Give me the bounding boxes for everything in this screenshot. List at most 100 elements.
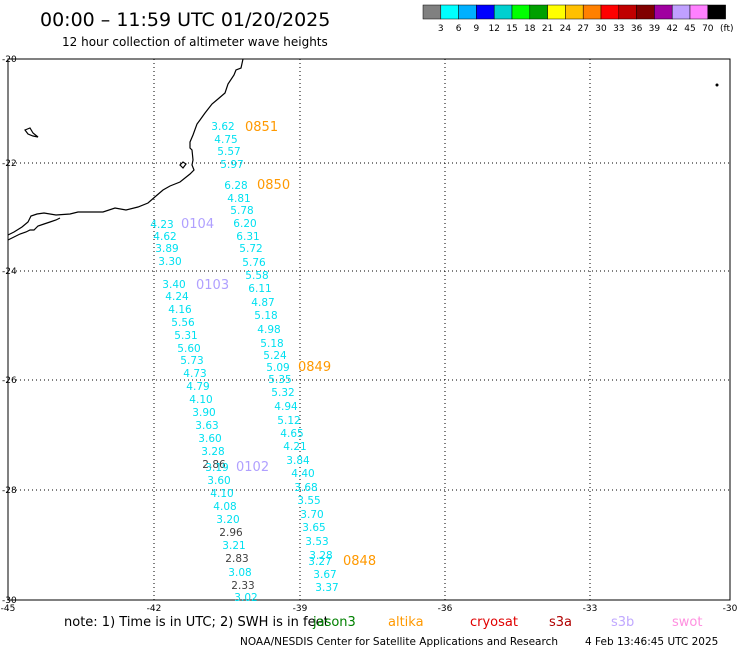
wave-height-value: 3.60 bbox=[207, 475, 230, 487]
wave-height-value: 3.70 bbox=[300, 509, 323, 521]
wave-height-value: 4.65 bbox=[280, 428, 303, 440]
wave-height-value: 3.89 bbox=[155, 243, 178, 255]
wave-height-value: 4.79 bbox=[186, 381, 209, 393]
wave-height-values: 3.624.755.575.97 6.284.815.786.206.315.72… bbox=[150, 121, 338, 604]
wave-height-value: 5.73 bbox=[180, 355, 203, 367]
wave-height-value: 3.65 bbox=[302, 522, 325, 534]
wave-height-value: 4.21 bbox=[283, 441, 306, 453]
legend-label: 3 bbox=[438, 24, 444, 34]
track-time-label: 0103 bbox=[196, 278, 229, 293]
wave-height-value: 5.72 bbox=[239, 243, 262, 255]
wave-height-value: 4.81 bbox=[227, 193, 250, 205]
latitude-label: -26 bbox=[2, 376, 17, 386]
legend-label: 36 bbox=[631, 24, 643, 34]
longitude-label: -42 bbox=[147, 604, 162, 614]
track-time-label: 0848 bbox=[343, 554, 376, 569]
map-subtitle: 12 hour collection of altimeter wave hei… bbox=[62, 35, 328, 49]
footer-credit: NOAA/NESDIS Center for Satellite Applica… bbox=[240, 636, 558, 648]
wave-height-value: 3.63 bbox=[195, 420, 218, 432]
wave-height-value: 5.31 bbox=[174, 330, 197, 342]
wave-height-value: 3.67 bbox=[313, 569, 336, 581]
longitude-label: -45 bbox=[1, 604, 16, 614]
wave-height-value: 3.60 bbox=[198, 433, 221, 445]
legend-swatch bbox=[493, 4, 513, 20]
wave-height-value: 3.27 bbox=[308, 556, 331, 568]
wave-height-value: 5.24 bbox=[263, 350, 287, 362]
wave-height-value: 3.40 bbox=[162, 279, 185, 291]
latitude-label: -20 bbox=[2, 55, 17, 65]
track-time-label: 0102 bbox=[236, 460, 269, 475]
track-time-label: 0849 bbox=[298, 360, 331, 375]
wave-height-value: 5.58 bbox=[245, 270, 268, 282]
legend-label: 24 bbox=[560, 24, 572, 34]
latitude-label: -28 bbox=[2, 486, 17, 496]
wave-height-value: 4.98 bbox=[257, 324, 280, 336]
coastline bbox=[7, 58, 244, 241]
legend-swatch bbox=[618, 4, 637, 20]
longitude-label: -33 bbox=[583, 604, 598, 614]
wave-height-value: 5.09 bbox=[266, 362, 289, 374]
wave-height-value: 4.40 bbox=[291, 468, 314, 480]
legend-label: 18 bbox=[524, 24, 536, 34]
legend-swatch bbox=[636, 4, 655, 20]
wave-height-value: 3.68 bbox=[294, 482, 317, 494]
legend-label: 39 bbox=[649, 24, 661, 34]
latitude-label: -30 bbox=[2, 596, 17, 606]
wave-height-value: 5.18 bbox=[254, 310, 277, 322]
legend-swatch bbox=[707, 4, 726, 20]
satellite-legend: jason3 altika cryosat s3a s3b swot bbox=[312, 615, 702, 630]
wave-height-value: 5.35 bbox=[268, 374, 291, 386]
wave-height-value: 6.28 bbox=[224, 180, 247, 192]
footer-timestamp: 4 Feb 13:46:45 UTC 2025 bbox=[585, 636, 718, 648]
wave-height-value: 3.55 bbox=[297, 495, 320, 507]
satellite-source-label: jason3 bbox=[312, 615, 356, 630]
legend-swatch bbox=[654, 4, 673, 20]
map-frame bbox=[7, 58, 731, 601]
wave-height-value: 4.10 bbox=[189, 394, 212, 406]
track-labels: 0851 0850 0104 0103 0849 0102 0848 bbox=[181, 120, 376, 569]
legend-swatch bbox=[582, 4, 602, 20]
wave-height-value: 4.16 bbox=[168, 304, 192, 316]
footer-note: note: 1) Time is in UTC; 2) SWH is in fe… bbox=[64, 615, 329, 630]
wave-height-value: 3.37 bbox=[315, 582, 338, 594]
legend-label: 42 bbox=[666, 24, 677, 34]
legend-swatch bbox=[547, 4, 566, 20]
track-time-label: 0851 bbox=[245, 120, 278, 135]
legend-label: 33 bbox=[613, 24, 624, 34]
wave-height-value: 5.56 bbox=[171, 317, 195, 329]
wave-height-value: 3.30 bbox=[158, 256, 181, 268]
legend-swatch bbox=[476, 4, 495, 20]
track-time-label: 0104 bbox=[181, 217, 214, 232]
wave-height-value: 4.62 bbox=[153, 231, 176, 243]
legend-swatch bbox=[689, 4, 709, 20]
wave-height-value: 2.86 bbox=[202, 459, 226, 471]
wave-height-value: 4.94 bbox=[274, 401, 298, 413]
legend-swatch bbox=[422, 4, 442, 20]
wave-height-value: 4.10 bbox=[210, 488, 233, 500]
wave-height-value: 3.28 bbox=[201, 446, 224, 458]
wave-height-value: 3.02 bbox=[234, 592, 257, 604]
island-dot bbox=[715, 83, 719, 87]
legend-label: 30 bbox=[595, 24, 607, 34]
wave-height-value: 2.83 bbox=[225, 553, 248, 565]
legend-swatch bbox=[529, 4, 548, 20]
legend-label: 70 bbox=[702, 24, 714, 34]
wave-height-value: 6.11 bbox=[248, 283, 271, 295]
latitude-label: -22 bbox=[2, 159, 17, 169]
track-time-label: 0850 bbox=[257, 178, 290, 193]
legend-label: 9 bbox=[474, 24, 480, 34]
latitude-label: -24 bbox=[2, 267, 17, 277]
satellite-source-label: altika bbox=[388, 615, 424, 630]
wave-height-value: 2.96 bbox=[219, 527, 243, 539]
wave-height-value: 5.18 bbox=[260, 338, 283, 350]
longitude-label: -39 bbox=[293, 604, 308, 614]
wave-height-value: 6.20 bbox=[233, 218, 256, 230]
wave-height-value: 4.73 bbox=[183, 368, 206, 380]
wave-height-value: 5.76 bbox=[242, 257, 266, 269]
wave-height-value: 3.62 bbox=[211, 121, 234, 133]
legend-swatch bbox=[440, 4, 459, 20]
wave-height-value: 5.97 bbox=[220, 159, 243, 171]
satellite-source-label: s3b bbox=[611, 615, 634, 630]
wave-height-value: 5.60 bbox=[177, 343, 200, 355]
wave-height-value: 4.87 bbox=[251, 297, 274, 309]
